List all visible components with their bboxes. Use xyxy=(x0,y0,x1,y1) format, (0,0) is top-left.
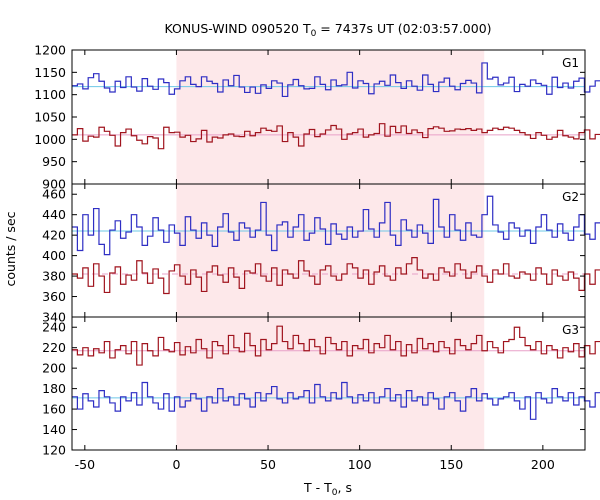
panel-G3-frame xyxy=(71,316,586,451)
x-tick-label: 100 xyxy=(348,457,372,472)
y-tick-label: 900 xyxy=(42,177,66,192)
plot-area: 90095010001050110011501200G1340360380400… xyxy=(34,43,600,472)
x-axis-label: T - T0, s xyxy=(303,480,352,498)
y-tick-label: 200 xyxy=(42,361,66,376)
panel-G3-series-1 xyxy=(72,325,600,366)
x-tick-label: 200 xyxy=(531,457,555,472)
y-tick-label: 460 xyxy=(42,187,66,202)
panel-G3-series-2 xyxy=(72,381,600,420)
y-tick-label: 380 xyxy=(42,269,66,284)
y-tick-label: 220 xyxy=(42,340,66,355)
panel-G2-series-1 xyxy=(72,195,600,256)
y-tick-label: 440 xyxy=(42,207,66,222)
panel-G1-series-2 xyxy=(72,123,600,150)
y-tick-label: 240 xyxy=(42,320,66,335)
x-tick-label: 0 xyxy=(172,457,180,472)
y-tick-label: 1050 xyxy=(34,110,66,125)
panel-label: G2 xyxy=(562,190,579,204)
y-tick-label: 1000 xyxy=(34,132,66,147)
y-tick-label: 180 xyxy=(42,381,66,396)
y-tick-label: 1150 xyxy=(34,65,66,80)
chart-title: KONUS-WIND 090520 T0 = 7437s UT (02:03:5… xyxy=(164,21,491,39)
panel-label: G1 xyxy=(562,56,579,70)
y-tick-label: 140 xyxy=(42,422,66,437)
y-tick-label: 160 xyxy=(42,402,66,417)
y-tick-label: 950 xyxy=(42,154,66,169)
panel-G1-series-1 xyxy=(72,62,600,98)
x-tick-label: -50 xyxy=(75,457,95,472)
y-tick-label: 340 xyxy=(42,310,66,325)
y-tick-label: 1200 xyxy=(34,43,66,58)
y-axis-label: counts / sec xyxy=(3,211,18,286)
y-tick-label: 400 xyxy=(42,248,66,263)
panel-G2-series-2 xyxy=(72,257,600,295)
x-tick-label: 150 xyxy=(439,457,463,472)
x-tick-label: 50 xyxy=(260,457,276,472)
y-tick-label: 420 xyxy=(42,228,66,243)
panel-label: G3 xyxy=(562,323,579,337)
y-tick-label: 1100 xyxy=(34,87,66,102)
burst-interval-shade xyxy=(176,50,485,450)
y-tick-label: 120 xyxy=(42,443,66,458)
y-tick-label: 360 xyxy=(42,289,66,304)
